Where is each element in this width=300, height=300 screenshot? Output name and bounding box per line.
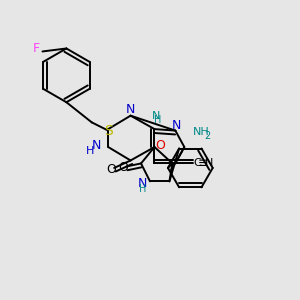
Text: N: N — [152, 111, 160, 121]
Text: O: O — [155, 139, 165, 152]
Text: N: N — [172, 119, 182, 132]
Text: ≡: ≡ — [198, 157, 208, 170]
Text: H: H — [154, 116, 161, 125]
Text: H: H — [139, 184, 146, 194]
Text: 2: 2 — [204, 131, 211, 141]
Text: N: N — [138, 177, 147, 190]
Text: N: N — [92, 139, 101, 152]
Text: N: N — [205, 158, 213, 168]
Text: O: O — [106, 163, 116, 176]
Text: O: O — [118, 161, 128, 174]
Text: C: C — [193, 158, 201, 168]
Text: NH: NH — [192, 127, 209, 137]
Text: F: F — [33, 42, 40, 55]
Text: N: N — [126, 103, 135, 116]
Text: H: H — [86, 146, 94, 156]
Text: S: S — [104, 124, 112, 138]
